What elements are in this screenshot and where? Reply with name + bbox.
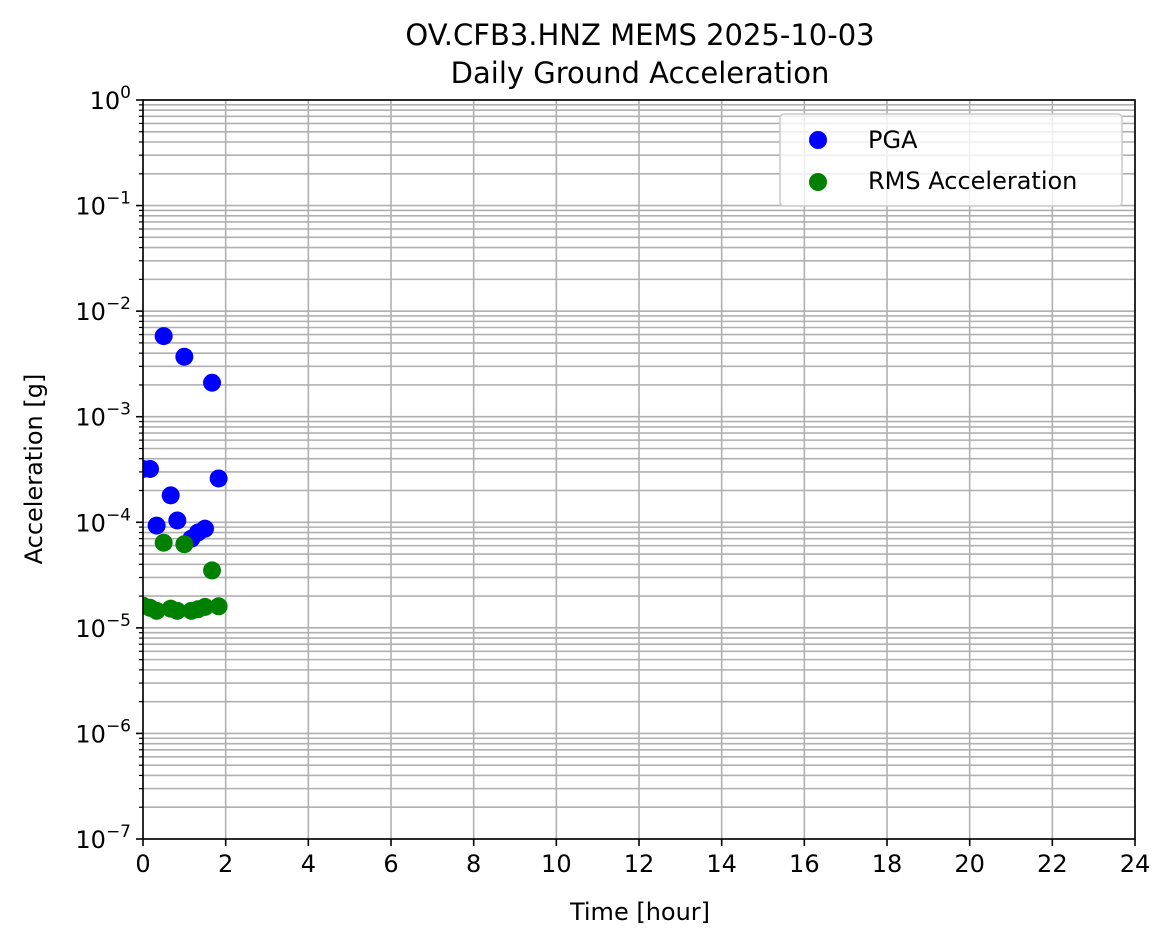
x-tick-label: 16	[789, 850, 820, 878]
y-tick-label: 10−5	[75, 611, 131, 643]
rms-point	[203, 561, 222, 580]
x-tick-label: 4	[301, 850, 316, 878]
x-tick-label: 24	[1120, 850, 1151, 878]
x-tick-label: 10	[541, 850, 572, 878]
y-axis: 10−7 10−6 10−5 10−4 10−3 10−2 10−1 100	[75, 83, 143, 854]
y-tick-label: 10−4	[75, 505, 131, 537]
legend-label-rms: RMS Acceleration	[868, 167, 1077, 195]
pga-point	[147, 516, 166, 535]
y-tick-label: 10−7	[75, 822, 131, 854]
y-tick-label: 10−2	[75, 294, 131, 326]
y-tick-label: 10−6	[75, 716, 131, 748]
pga-point	[154, 327, 173, 346]
pga-point	[143, 459, 160, 478]
x-tick-label: 22	[1037, 850, 1068, 878]
pga-point	[196, 519, 214, 538]
legend-label-pga: PGA	[868, 126, 918, 154]
y-tick-label: 100	[90, 83, 131, 115]
legend-frame	[779, 113, 1123, 207]
chart-subtitle: Daily Ground Acceleration	[451, 56, 830, 90]
data-points-clip	[143, 327, 228, 620]
rms-point	[147, 601, 166, 620]
chart-title: OV.CFB3.HNZ MEMS 2025-10-03	[405, 18, 874, 52]
legend-marker-rms	[809, 173, 827, 191]
rms-point	[154, 533, 173, 552]
pga-point	[161, 486, 180, 505]
y-tick-label: 10−3	[75, 400, 131, 432]
x-tick-label: 14	[706, 850, 737, 878]
legend-marker-pga	[809, 131, 827, 149]
x-tick-label: 18	[872, 850, 903, 878]
pga-point	[175, 347, 194, 366]
legend: PGA RMS Acceleration	[779, 113, 1123, 207]
x-axis: 0 2 4 6 8 10 12 14 16 18 20 22 24	[135, 839, 1150, 878]
data-points	[143, 327, 228, 620]
y-tick-label: 10−1	[75, 189, 131, 221]
rms-point	[196, 597, 214, 616]
pga-point	[209, 469, 228, 488]
x-tick-label: 2	[218, 850, 233, 878]
grid	[142, 99, 1136, 840]
rms-point	[175, 535, 194, 554]
x-tick-label: 6	[383, 850, 398, 878]
x-axis-label: Time [hour]	[569, 898, 710, 926]
pga-point	[168, 511, 187, 530]
pga-point	[203, 373, 222, 392]
x-tick-label: 8	[466, 850, 481, 878]
x-tick-label: 0	[135, 850, 150, 878]
rms-point	[209, 597, 228, 616]
rms-point	[168, 601, 187, 620]
x-tick-label: 12	[624, 850, 655, 878]
x-tick-label: 20	[954, 850, 985, 878]
y-axis-label: Acceleration [g]	[20, 374, 48, 565]
